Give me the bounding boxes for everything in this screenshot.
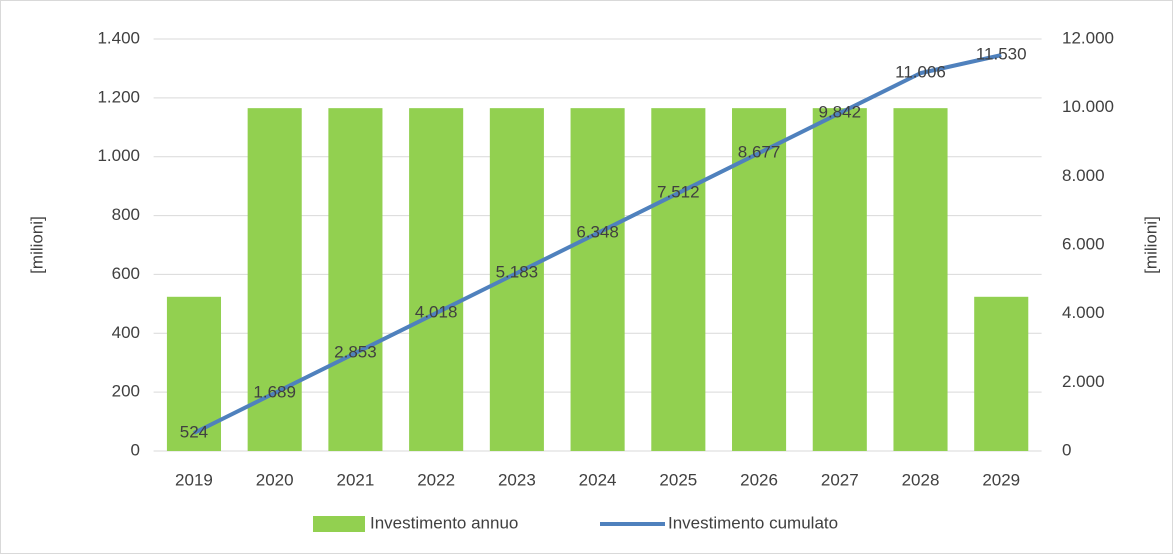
data-label: 4.018	[415, 303, 458, 322]
bar	[328, 108, 383, 452]
legend-label: Investimento annuo	[370, 513, 518, 532]
line	[193, 53, 1002, 435]
y2-tick-label: 4.000	[1062, 303, 1105, 322]
y-axis-title: [milioni]	[27, 216, 46, 274]
y2-tick-label: 12.000	[1062, 28, 1114, 47]
x-tick-label: 2024	[579, 470, 617, 489]
y-tick-label: 800	[112, 205, 140, 224]
x-tick-label: 2029	[982, 470, 1020, 489]
bar	[974, 296, 1029, 451]
y-tick-label: 400	[112, 323, 140, 342]
x-tick-label: 2026	[740, 470, 778, 489]
y2-tick-label: 6.000	[1062, 234, 1105, 253]
x-tick-label: 2019	[175, 470, 213, 489]
data-label: 2.853	[334, 343, 377, 362]
bar	[651, 108, 706, 452]
x-tick-label: 2028	[902, 470, 940, 489]
y2-tick-label: 10.000	[1062, 97, 1114, 116]
y2-tick-label: 2.000	[1062, 372, 1105, 391]
bar	[893, 108, 948, 452]
data-label: 11.530	[976, 45, 1027, 64]
y-tick-label: 200	[112, 382, 140, 401]
bar	[570, 108, 625, 452]
x-tick-label: 2021	[337, 470, 375, 489]
data-label: 7.512	[657, 183, 700, 202]
data-label: 1.689	[253, 382, 296, 401]
bar	[409, 108, 464, 452]
bar	[732, 108, 787, 452]
x-tick-label: 2025	[659, 470, 697, 489]
data-label: 5.183	[496, 263, 539, 282]
data-label: 524	[180, 422, 208, 441]
y-tick-label: 600	[112, 264, 140, 283]
x-tick-label: 2020	[256, 470, 294, 489]
y-tick-label: 1.400	[97, 28, 140, 47]
data-label: 6.348	[576, 223, 619, 242]
legend-swatch	[313, 516, 365, 532]
x-tick-label: 2022	[417, 470, 455, 489]
y2-tick-label: 0	[1062, 440, 1071, 459]
data-label: 8.677	[738, 143, 781, 162]
y2-tick-label: 8.000	[1062, 166, 1105, 185]
bar	[489, 108, 544, 452]
y-tick-label: 0	[131, 440, 140, 459]
x-tick-label: 2023	[498, 470, 536, 489]
x-tick-label: 2027	[821, 470, 859, 489]
y-tick-label: 1.000	[97, 146, 140, 165]
bar	[812, 108, 867, 452]
y-tick-label: 1.200	[97, 87, 140, 106]
data-label: 9.842	[819, 103, 862, 122]
y2-axis-title: [milioni]	[1141, 216, 1160, 274]
legend-label: Investimento cumulato	[668, 513, 838, 532]
data-label: 11.006	[895, 63, 946, 82]
